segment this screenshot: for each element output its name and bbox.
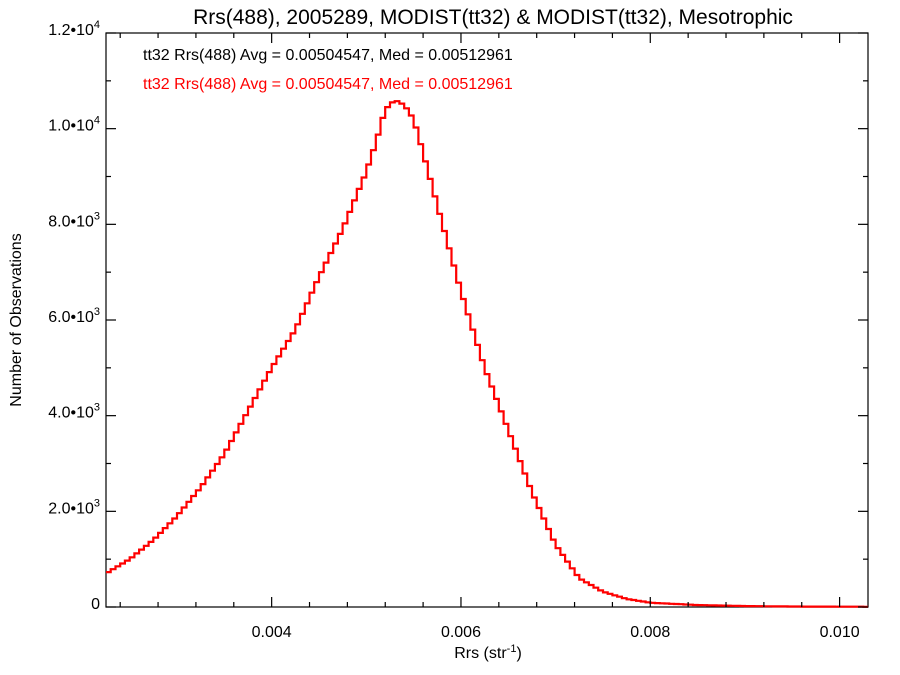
- y-tick-label: 2.0•103: [48, 497, 100, 517]
- histogram-series-2: [106, 100, 868, 608]
- y-tick-label: 0: [91, 596, 100, 613]
- x-tick-label: 0.010: [820, 624, 860, 641]
- x-axis-ticks: 0.004 0.006 0.008 0.010: [119, 33, 860, 641]
- plot-frame: [105, 32, 869, 608]
- x-axis-label-suffix: ): [516, 645, 521, 662]
- chart-title: Rrs(488), 2005289, MODIST(tt32) & MODIST…: [193, 6, 793, 29]
- x-tick-label: 0.006: [441, 624, 481, 641]
- x-axis-label: Rrs (str-1): [454, 643, 522, 662]
- y-axis-ticks: 0 2.0•103 4.0•103 6.0•103 8.0•103 1.0•104 1.2•…: [48, 19, 868, 613]
- x-axis-label-exponent: -1: [507, 643, 517, 655]
- y-axis-label: Number of Observations: [8, 233, 25, 406]
- y-tick-label: 6.0•103: [48, 306, 100, 326]
- histogram-series-1: [106, 100, 868, 608]
- plot-area: [105, 32, 869, 608]
- legend: tt32 Rrs(488) Avg = 0.00504547, Med = 0.…: [143, 47, 513, 93]
- x-tick-label: 0.008: [630, 624, 670, 641]
- legend-entry-2: tt32 Rrs(488) Avg = 0.00504547, Med = 0.…: [143, 76, 513, 93]
- x-axis-label-text: Rrs (str: [454, 645, 507, 662]
- x-tick-label: 0.004: [252, 624, 292, 641]
- series-layer: [106, 100, 868, 608]
- y-tick-label: 4.0•103: [48, 402, 100, 422]
- y-tick-label: 1.2•104: [48, 19, 100, 39]
- y-tick-label: 8.0•103: [48, 210, 100, 230]
- y-tick-label: 1.0•104: [48, 115, 100, 135]
- legend-entry-1: tt32 Rrs(488) Avg = 0.00504547, Med = 0.…: [143, 47, 513, 64]
